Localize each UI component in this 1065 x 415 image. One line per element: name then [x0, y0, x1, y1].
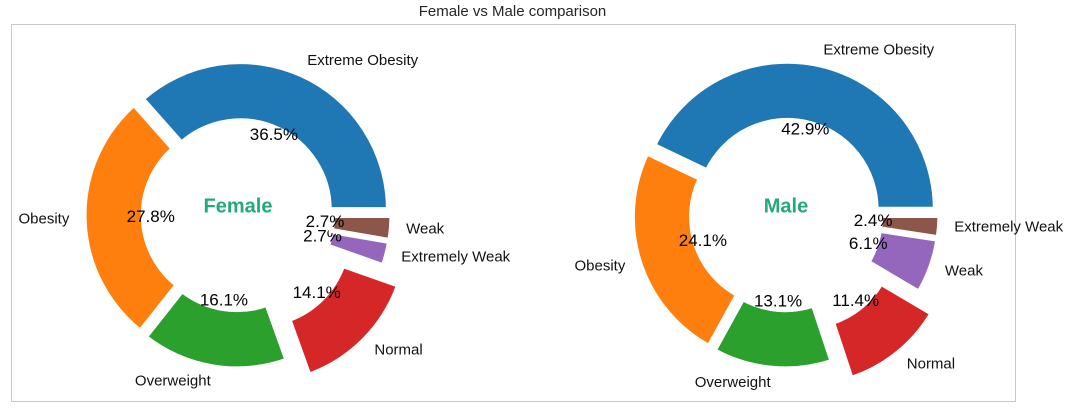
- slice-male-extremely-weak: [876, 212, 943, 241]
- slice-label: Overweight: [695, 374, 772, 391]
- center-label-female: Female: [204, 195, 273, 217]
- slice-label: Obesity: [18, 211, 69, 228]
- slice-percentage: 13.1%: [754, 291, 802, 310]
- slice-percentage: 24.1%: [679, 231, 727, 250]
- slice-male-normal: [829, 279, 936, 382]
- slice-label: Overweight: [135, 372, 212, 389]
- slice-label: Extremely Weak: [401, 248, 510, 265]
- slice-percentage: 6.1%: [849, 234, 888, 253]
- slice-percentage: 2.4%: [854, 211, 893, 230]
- slice-label: Normal: [907, 356, 955, 373]
- slice-percentage: 16.1%: [200, 291, 248, 310]
- slice-percentage: 42.9%: [781, 119, 829, 138]
- slice-percentage: 11.4%: [832, 291, 879, 310]
- center-label-male: Male: [764, 195, 808, 217]
- slice-label: Extremely Weak: [954, 219, 1063, 236]
- chart-title: Female vs Male comparison: [418, 3, 607, 20]
- slice-percentage: 36.5%: [250, 125, 298, 144]
- slice-male-overweight: [710, 295, 836, 372]
- slice-female-obesity: [81, 100, 181, 335]
- slice-percentage: 2.7%: [306, 212, 345, 231]
- slice-label: Obesity: [575, 258, 626, 275]
- slice-female-extreme-obesity: [138, 59, 391, 213]
- slice-label: Weak: [406, 220, 445, 237]
- slice-female-weak: [328, 213, 395, 244]
- slice-label: Extreme Obesity: [307, 52, 418, 69]
- slice-label: Weak: [945, 263, 984, 280]
- slice-percentage: 27.8%: [127, 207, 175, 226]
- slice-label: Normal: [374, 342, 422, 359]
- slice-female-normal: [285, 262, 402, 379]
- slice-male-extreme-obesity: [650, 58, 938, 212]
- slice-percentage: 14.1%: [293, 283, 341, 302]
- slice-female-overweight: [141, 287, 291, 372]
- slice-label: Extreme Obesity: [823, 41, 934, 58]
- donut-female: Extreme Obesity 36.5% Obesity 27.8% Overweig…: [18, 52, 510, 389]
- plot-frame: [11, 24, 1016, 402]
- donut-male: Extreme Obesity 42.9% Obesity 24.1% Overweig…: [575, 41, 1064, 391]
- slice-male-obesity: [629, 149, 741, 350]
